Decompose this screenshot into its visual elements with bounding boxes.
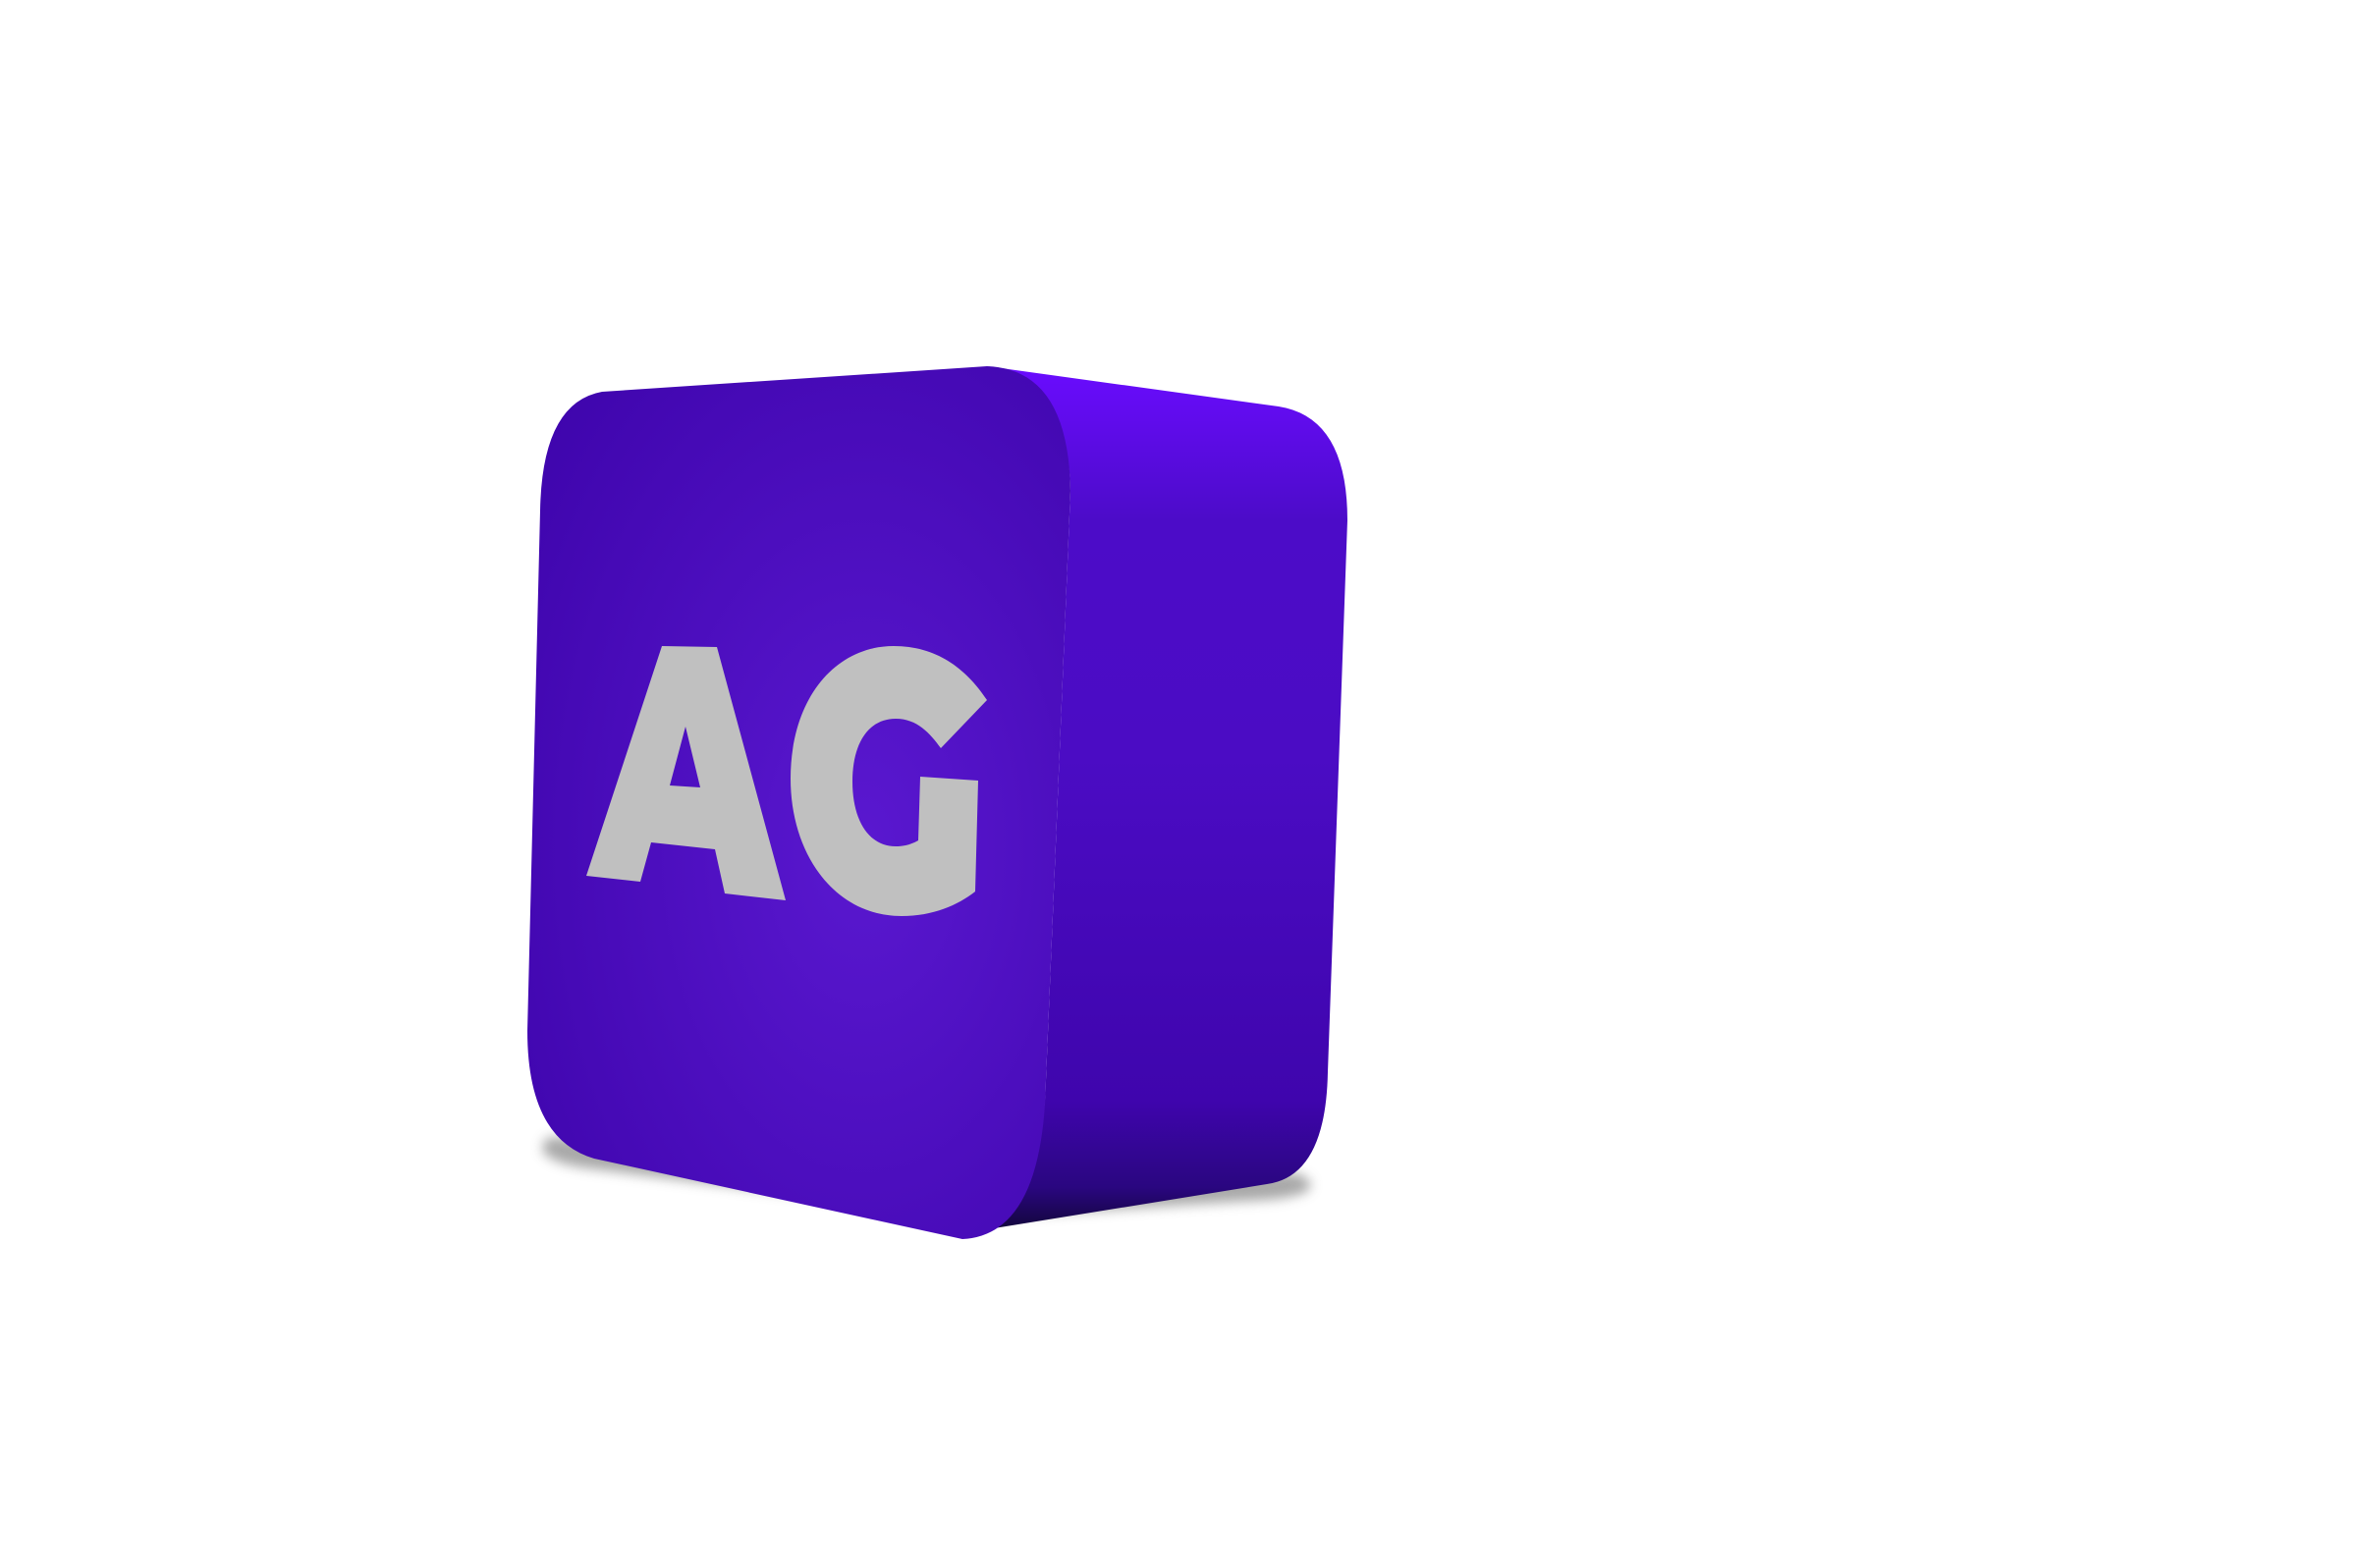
logo-letters — [586, 646, 987, 916]
logo-letter-g — [791, 646, 987, 916]
logo-letter-a — [586, 646, 786, 900]
logo-side — [982, 366, 1347, 1230]
